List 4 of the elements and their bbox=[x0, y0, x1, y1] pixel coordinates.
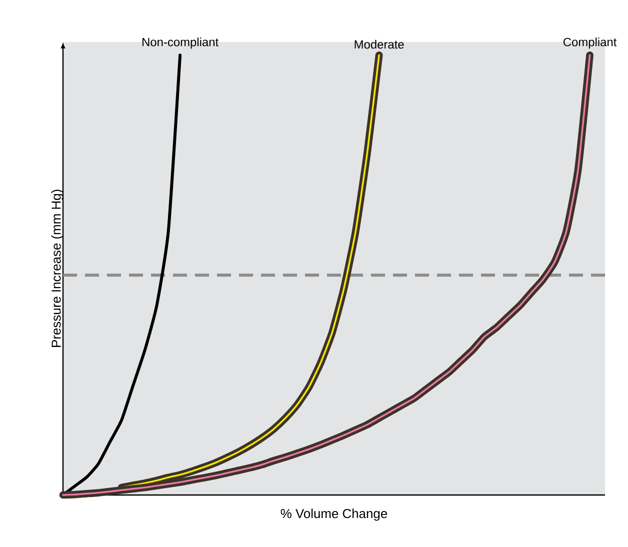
series-label: Compliant bbox=[563, 38, 617, 49]
series-label: Non-compliant bbox=[142, 38, 219, 49]
series-label: Moderate bbox=[354, 40, 404, 49]
x-axis-title: % Volume Change bbox=[280, 508, 388, 521]
